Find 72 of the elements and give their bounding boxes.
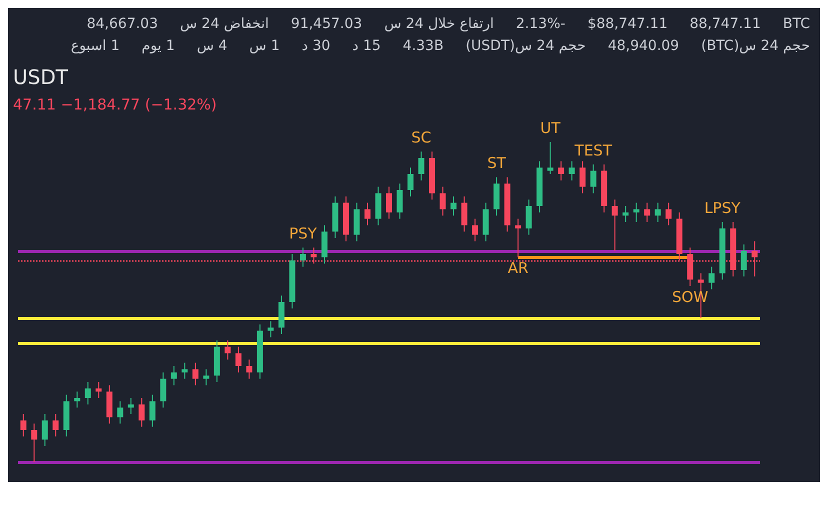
candlestick	[515, 218, 522, 258]
text: 1 س	[249, 38, 280, 54]
text: $88,747.11	[587, 16, 668, 32]
chart-title: USDT	[13, 65, 69, 89]
candlestick	[612, 199, 618, 252]
annotation: SC	[411, 128, 432, 147]
candlestick	[160, 372, 166, 408]
annotation: TEST	[574, 141, 613, 160]
candlestick	[547, 142, 554, 174]
chart-subtitle: 47.11 −1,184.77 (−1.32%)	[13, 96, 217, 114]
candlestick	[42, 414, 48, 446]
candlestick	[192, 362, 198, 386]
candlestick	[708, 266, 715, 290]
candlestick	[364, 202, 370, 226]
candlestick	[590, 164, 596, 194]
candlestick	[386, 186, 392, 220]
candlestick	[408, 167, 414, 197]
candlestick	[31, 423, 38, 462]
candlestick	[224, 340, 231, 360]
candlestick	[396, 183, 403, 220]
candlestick	[182, 362, 188, 380]
candlestick	[170, 366, 177, 386]
candlestick	[96, 382, 102, 398]
text: -2.13%	[516, 16, 566, 32]
candlestick	[450, 196, 457, 216]
annotation: UT	[540, 119, 562, 137]
candlestick	[440, 186, 446, 216]
candlestick	[666, 202, 672, 226]
candlestick	[117, 400, 124, 424]
text: 88,747.11	[690, 16, 761, 32]
candlestick	[622, 206, 629, 222]
candlestick	[268, 320, 274, 338]
text: 1 اسبوع	[70, 38, 120, 54]
candlestick	[558, 160, 564, 181]
annotation: LPSY	[704, 199, 742, 217]
annotation: ST	[487, 154, 507, 172]
candlestick	[580, 160, 586, 194]
candlestick	[203, 368, 210, 386]
candlestick	[128, 398, 134, 414]
candlestick	[568, 160, 575, 181]
candlestick	[461, 196, 468, 232]
candlestick	[633, 202, 640, 222]
text: ارتفاع خلال 24 س	[384, 16, 494, 32]
text: حجم 24 س(BTC)	[701, 38, 810, 54]
text: 15 د	[352, 38, 381, 54]
candlestick	[418, 151, 424, 181]
candlestick	[740, 244, 747, 277]
candlestick	[20, 414, 26, 437]
annotation: AR	[508, 259, 528, 278]
annotation: PSY	[289, 224, 318, 243]
candlestick	[472, 218, 478, 242]
candlestick	[84, 382, 91, 405]
candlestick	[149, 394, 156, 428]
candlestick	[138, 398, 145, 428]
candlestick	[654, 202, 661, 222]
candlestick	[235, 346, 242, 373]
text: 1 يوم	[142, 38, 175, 54]
text: انخفاض 24 س	[180, 16, 269, 32]
candlestick	[52, 414, 59, 437]
text: 4.33B	[402, 38, 444, 54]
text: 48,940.09	[608, 38, 680, 54]
text: حجم 24 س(USDT)	[466, 38, 586, 54]
text: 30 د	[302, 38, 330, 54]
text: 4 س	[196, 38, 228, 54]
candlestick	[300, 247, 306, 268]
candlestick	[74, 391, 80, 408]
candlestick	[246, 359, 252, 380]
text: 84,667.03	[86, 16, 158, 32]
candlestick	[526, 199, 532, 236]
text: BTC	[782, 16, 810, 32]
candlestick	[644, 202, 650, 222]
text: 91,457.03	[290, 16, 362, 32]
